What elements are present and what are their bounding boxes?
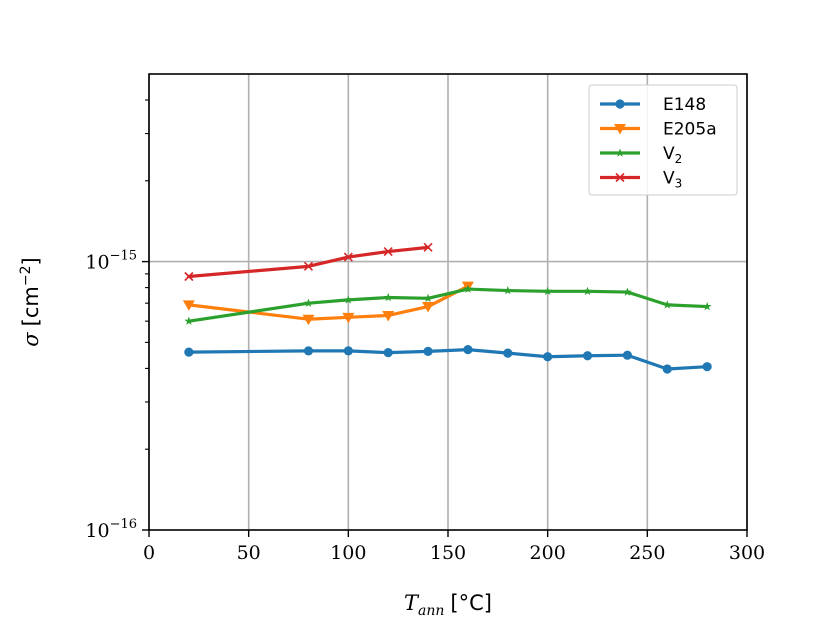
- data-point-star: [463, 284, 473, 293]
- data-point-x: [303, 261, 314, 271]
- data-point-x: [343, 252, 353, 262]
- x-tick-label: 0: [143, 542, 155, 564]
- ticks: 0 50 100 150 200 250 300 10−16 10−15: [85, 99, 765, 564]
- x-tick-label: 250: [629, 542, 665, 564]
- x-tick-label: 200: [530, 542, 566, 564]
- data-point-x: [383, 246, 393, 257]
- data-point-star: [583, 286, 592, 296]
- data-point-star: [383, 292, 393, 302]
- data-point-circle: [662, 364, 672, 374]
- series-line-e148: [187, 348, 709, 371]
- series-v3: [184, 242, 433, 282]
- series-e148: [184, 345, 712, 374]
- series-line-e205a: [187, 284, 470, 321]
- data-point-star: [623, 287, 632, 296]
- data-point-triangle: [342, 312, 355, 324]
- y-tick-label: 10−16: [85, 517, 137, 542]
- series: [182, 242, 712, 374]
- data-point-triangle: [422, 302, 435, 313]
- data-point-x: [423, 242, 433, 252]
- data-point-triangle: [182, 300, 195, 311]
- data-point-x: [184, 271, 194, 282]
- data-point-star: [304, 298, 313, 307]
- y-axis-label: σ[cm−2]: [18, 257, 43, 346]
- legend-entry-v3: V3: [600, 169, 682, 191]
- data-point-circle: [615, 99, 625, 109]
- data-point-star: [503, 285, 513, 295]
- legend-entry-v2: V2: [600, 144, 682, 166]
- legend-entry-e148: E148: [600, 95, 706, 115]
- y-tick-label: 10−15: [85, 249, 137, 274]
- data-point-circle: [702, 362, 712, 372]
- legend-box: [588, 84, 738, 196]
- x-tick-label: 300: [729, 542, 765, 564]
- series-e205a: [182, 281, 474, 326]
- data-point-circle: [423, 346, 433, 356]
- legend-label: E205a: [663, 120, 717, 140]
- data-point-triangle: [382, 310, 395, 322]
- x-tick-label: 150: [430, 542, 466, 564]
- data-point-star: [184, 316, 194, 325]
- data-point-circle: [463, 345, 473, 355]
- legend-label: E148: [663, 95, 706, 115]
- data-point-circle: [383, 348, 393, 358]
- data-point-circle: [343, 346, 353, 356]
- data-point-star: [662, 300, 672, 309]
- x-tick-label: 100: [330, 542, 366, 564]
- series-line-v2: [187, 287, 709, 323]
- data-point-circle: [303, 346, 314, 356]
- x-axis-label: Tann [°C]: [404, 591, 492, 619]
- data-point-star: [615, 148, 625, 157]
- legend-label: V3: [663, 169, 682, 191]
- legend: E148 E205a V2 V3: [588, 84, 738, 196]
- plot-frame: [148, 73, 748, 531]
- data-point-star: [702, 301, 712, 311]
- data-point-star: [343, 295, 353, 304]
- data-point-circle: [543, 352, 553, 362]
- legend-entry-e205a: E205a: [600, 120, 717, 140]
- series-v2: [184, 284, 712, 325]
- x-tick-label: 50: [237, 542, 261, 564]
- data-point-circle: [503, 348, 513, 358]
- data-point-circle: [622, 350, 633, 360]
- data-point-star: [423, 293, 433, 303]
- data-point-triangle: [614, 124, 626, 135]
- data-point-x: [615, 172, 625, 183]
- data-point-circle: [582, 351, 593, 361]
- data-point-circle: [184, 347, 194, 357]
- legend-label: V2: [663, 144, 682, 166]
- data-point-star: [543, 286, 553, 296]
- data-point-triangle: [302, 314, 315, 326]
